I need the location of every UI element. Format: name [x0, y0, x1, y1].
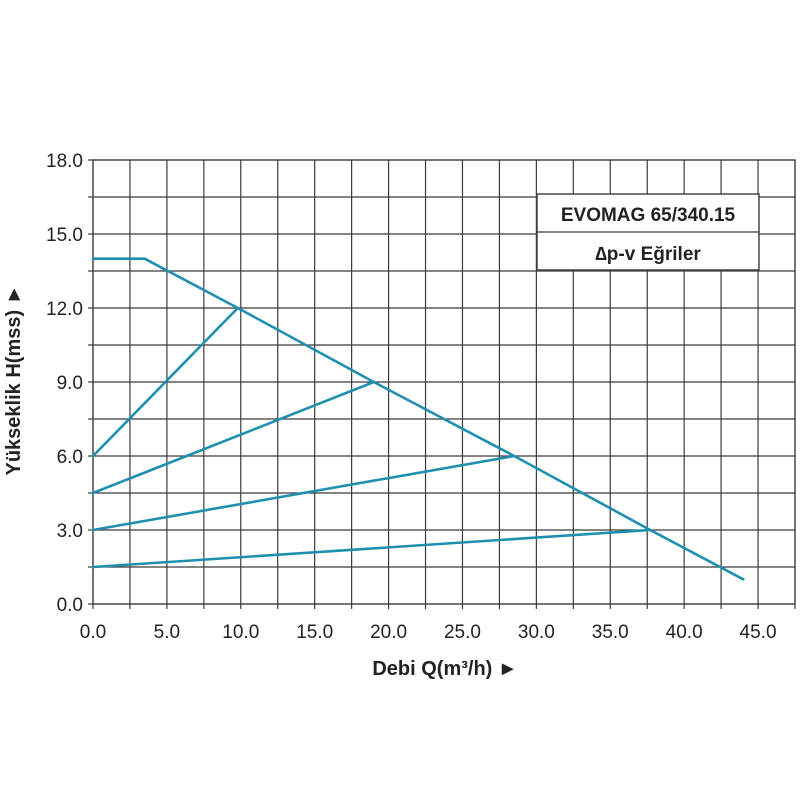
y-tick-labels: 0.0 3.0 6.0 9.0 12.0 15.0 18.0	[46, 151, 83, 616]
dp-v-curve-line-3	[91, 454, 516, 532]
series-lines	[91, 257, 745, 581]
y-tick-label: 6.0	[57, 447, 83, 468]
x-tick-label: 40.0	[666, 622, 703, 643]
x-tick-label: 25.0	[444, 622, 481, 643]
x-tick-label: 45.0	[740, 622, 777, 643]
x-tick-label: 30.0	[518, 622, 555, 643]
chart-title: EVOMAG 65/340.15	[561, 205, 736, 226]
y-axis-label: Yükseklik H(mss) ►	[3, 285, 25, 476]
y-tick-label: 15.0	[46, 225, 83, 246]
x-tick-label: 10.0	[222, 622, 259, 643]
plot-frame	[92, 159, 796, 605]
y-tick-label: 9.0	[57, 373, 83, 394]
chart-subtitle: ∆p-v Eğriler	[595, 244, 701, 265]
dp-v-curve-line-2	[91, 380, 376, 495]
x-tick-labels: 0.0 5.0 10.0 15.0 20.0 25.0 30.0 35.0 40.0 45.0	[80, 622, 777, 643]
dp-v-curve-line-4	[91, 528, 652, 569]
y-tick-label: 3.0	[57, 521, 83, 542]
x-tick-label: 20.0	[370, 622, 407, 643]
plot-border	[92, 159, 796, 605]
x-tick-label: 35.0	[592, 622, 629, 643]
x-axis-label: Debi Q(m³/h) ►	[372, 658, 517, 680]
y-tick-label: 18.0	[46, 151, 83, 172]
y-tick-label: 12.0	[46, 299, 83, 320]
x-tick-label: 0.0	[80, 622, 106, 643]
y-tick-label: 0.0	[57, 595, 83, 616]
x-tick-label: 5.0	[154, 622, 180, 643]
x-tick-label: 15.0	[296, 622, 333, 643]
dp-v-curve-line-1	[91, 306, 240, 458]
legend-box: EVOMAG 65/340.15 ∆p-v Eğriler	[536, 193, 760, 271]
